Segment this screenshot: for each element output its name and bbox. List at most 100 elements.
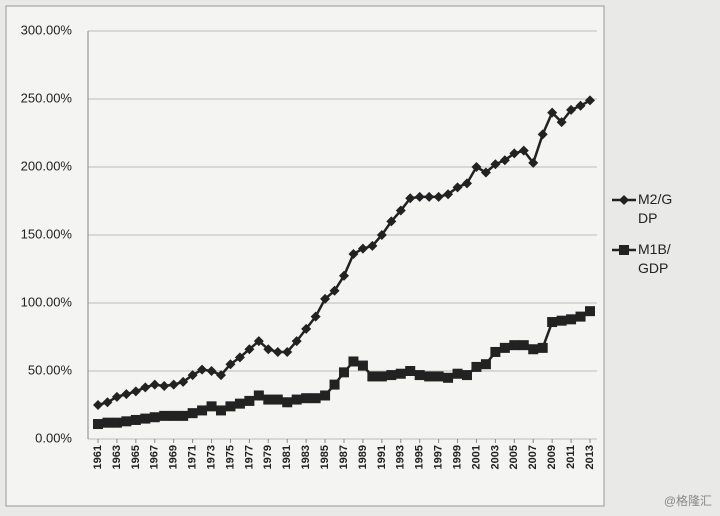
legend-marker (619, 195, 629, 205)
marker (480, 359, 491, 370)
x-tick-label: 1975 (224, 445, 236, 469)
marker (130, 414, 141, 425)
marker (528, 344, 539, 355)
x-tick-label: 1989 (357, 445, 369, 469)
marker (433, 371, 444, 382)
x-tick-label: 1993 (395, 445, 407, 469)
x-tick-label: 2005 (508, 445, 520, 469)
marker (197, 364, 208, 375)
x-tick-label: 1961 (92, 445, 104, 469)
marker (197, 405, 208, 416)
marker (367, 371, 378, 382)
x-tick-label: 2007 (527, 445, 539, 469)
marker (102, 417, 113, 428)
marker (499, 155, 510, 166)
marker (225, 359, 236, 370)
marker (547, 317, 558, 328)
y-tick-label: 300.00% (21, 22, 73, 37)
y-tick-label: 250.00% (21, 90, 73, 105)
marker (509, 148, 520, 159)
marker (452, 368, 463, 379)
marker (339, 367, 349, 378)
marker (367, 240, 378, 251)
x-tick-label: 2001 (470, 445, 482, 469)
marker (291, 394, 302, 405)
marker (253, 336, 264, 347)
marker (216, 405, 226, 416)
x-tick-label: 2009 (546, 445, 558, 469)
marker (471, 162, 482, 172)
marker (320, 390, 331, 401)
marker (585, 95, 595, 106)
x-tick-label: 1983 (300, 445, 312, 469)
marker (357, 243, 368, 254)
marker (395, 205, 406, 216)
marker (348, 249, 359, 260)
marker (216, 370, 226, 381)
legend-label: M2/GDP (638, 191, 673, 226)
marker (395, 368, 406, 379)
x-tick-label: 1967 (149, 445, 161, 469)
legend-label: M1B/GDP (638, 241, 671, 276)
marker (111, 391, 122, 402)
marker (518, 145, 529, 156)
marker (518, 340, 529, 351)
marker (187, 370, 198, 381)
marker (263, 394, 274, 405)
marker (111, 417, 122, 428)
marker (282, 397, 293, 408)
x-tick-label: 2011 (565, 445, 577, 469)
marker (234, 398, 245, 409)
marker (376, 230, 387, 240)
x-tick-label: 1965 (130, 445, 142, 469)
marker (234, 352, 245, 363)
x-tick-label: 1997 (433, 445, 445, 469)
x-tick-label: 1969 (168, 445, 180, 469)
x-tick-label: 1991 (376, 445, 388, 469)
marker (348, 356, 359, 367)
marker (149, 379, 160, 390)
x-tick-label: 2013 (584, 445, 596, 469)
marker (433, 191, 444, 202)
marker (320, 293, 331, 304)
marker (443, 372, 454, 383)
marker (499, 342, 510, 353)
marker (159, 380, 170, 391)
marker (528, 157, 539, 168)
marker (263, 344, 274, 355)
marker (405, 193, 416, 204)
marker (206, 366, 217, 376)
marker (462, 370, 472, 381)
marker (310, 311, 321, 322)
marker (547, 107, 558, 118)
legend-marker (619, 245, 629, 255)
marker (575, 311, 586, 322)
x-tick-label: 1973 (205, 445, 217, 469)
marker (301, 393, 312, 404)
watermark: @格隆汇 (664, 493, 712, 508)
marker (244, 395, 255, 406)
x-tick-label: 1971 (187, 445, 199, 469)
marker (93, 419, 103, 430)
marker (537, 129, 548, 140)
marker (339, 270, 349, 281)
marker (424, 191, 435, 202)
marker (556, 117, 567, 128)
y-tick-label: 0.00% (35, 430, 72, 445)
marker (585, 306, 595, 317)
marker (329, 285, 340, 296)
x-tick-label: 1981 (281, 445, 293, 469)
marker (386, 370, 397, 381)
x-tick-label: 1995 (414, 445, 426, 469)
marker (310, 393, 321, 404)
marker (575, 100, 586, 111)
marker (282, 346, 293, 357)
chart-frame (5, 5, 605, 507)
marker (178, 410, 189, 421)
marker (244, 344, 255, 355)
marker (291, 336, 302, 347)
marker (187, 408, 198, 419)
marker (102, 397, 113, 408)
